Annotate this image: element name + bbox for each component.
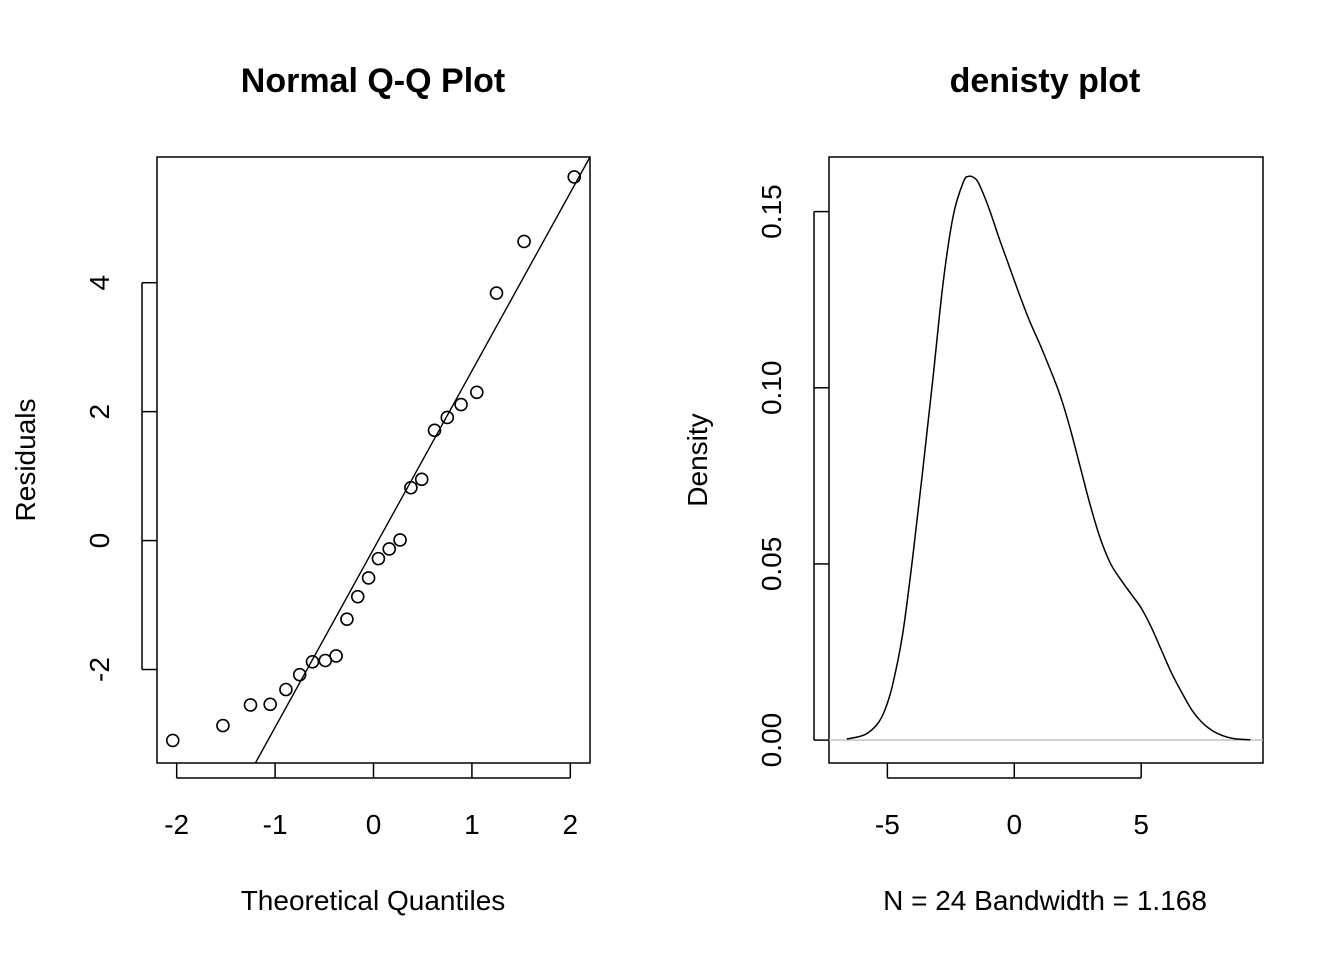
qq-marks <box>165 156 591 764</box>
qq-y-tick-label: 0 <box>84 533 115 549</box>
qq-point <box>393 533 407 547</box>
density-y-axis-label: Density <box>682 413 713 506</box>
density-x-axis-label: N = 24 Bandwidth = 1.168 <box>883 885 1207 916</box>
qq-x-tick-label: 0 <box>366 809 382 840</box>
density-y-tick-label: 0.10 <box>756 361 787 416</box>
qq-point <box>165 733 180 748</box>
density-axis-ticks: -5 0 5 0.00 0.05 0.10 0.15 <box>756 184 1149 840</box>
qq-point <box>382 542 397 556</box>
qq-point <box>454 397 468 412</box>
qq-axis-ticks: -2 -1 0 1 2 -2 0 2 4 <box>84 275 578 840</box>
density-plot-frame <box>828 156 1264 764</box>
qq-point <box>414 472 429 487</box>
qq-point <box>517 234 531 249</box>
density-title: denisty plot <box>950 62 1141 100</box>
qq-point <box>489 286 504 300</box>
qq-x-axis-label: Theoretical Quantiles <box>241 885 506 916</box>
qq-point <box>292 667 307 682</box>
qq-point <box>567 170 582 184</box>
density-y-tick-label: 0.15 <box>756 184 787 239</box>
qq-point <box>216 718 230 733</box>
qq-panel: Normal Q-Q Plot -2 -1 0 1 2 -2 0 2 4 Theoretical… <box>10 62 591 916</box>
qq-point <box>329 649 343 663</box>
density-curve <box>846 175 1251 741</box>
qq-x-tick-label: 2 <box>563 809 579 840</box>
qq-y-tick-label: -2 <box>84 657 115 682</box>
density-panel: denisty plot -5 0 5 0.00 0.05 0.10 0.15 N = 24… <box>682 62 1264 916</box>
qq-reference-line <box>254 156 591 764</box>
qq-point <box>361 571 376 585</box>
qq-y-axis-label: Residuals <box>10 399 41 522</box>
density-marks <box>829 175 1263 741</box>
qq-point <box>350 589 365 604</box>
density-x-tick-label: -5 <box>875 809 900 840</box>
density-y-tick-label: 0.00 <box>756 713 787 768</box>
qq-point <box>440 410 455 425</box>
density-y-tick-label: 0.05 <box>756 537 787 592</box>
qq-point <box>279 682 293 697</box>
density-x-tick-label: 0 <box>1006 809 1022 840</box>
qq-x-tick-label: -1 <box>263 809 288 840</box>
qq-point <box>340 612 354 627</box>
qq-title: Normal Q-Q Plot <box>241 62 505 100</box>
qq-point <box>243 698 258 712</box>
qq-point <box>470 385 484 400</box>
density-x-tick-label: 5 <box>1133 809 1149 840</box>
qq-point <box>427 423 442 438</box>
qq-point <box>404 480 418 495</box>
qq-point <box>371 551 386 566</box>
qq-y-tick-label: 2 <box>84 404 115 420</box>
qq-x-tick-label: -2 <box>164 809 189 840</box>
qq-x-tick-label: 1 <box>464 809 480 840</box>
qq-y-tick-label: 4 <box>84 275 115 291</box>
qq-point <box>305 654 320 669</box>
qq-point <box>263 697 277 712</box>
